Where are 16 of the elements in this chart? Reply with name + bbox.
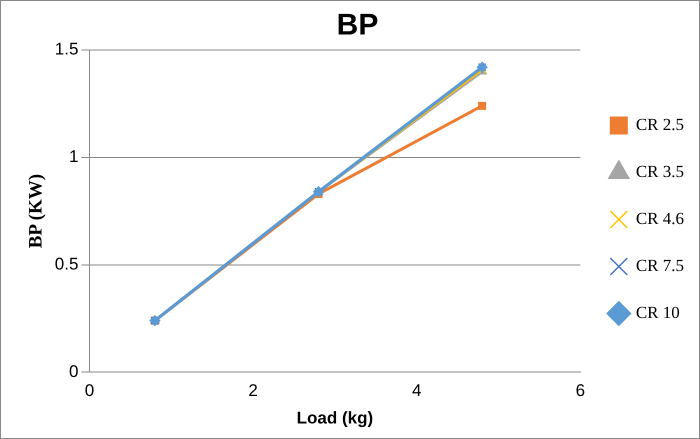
- x-tick-label: 2: [248, 381, 258, 400]
- y-tick-label: 1: [68, 147, 78, 166]
- y-tick-label: 1.5: [54, 40, 78, 59]
- x-tick-label: 4: [412, 381, 422, 400]
- y-axis-title: BP (KW): [25, 174, 46, 248]
- x-tick-label: 6: [576, 381, 586, 400]
- x-tick-label: 0: [84, 381, 94, 400]
- chart-title: BP: [336, 8, 378, 42]
- legend-label: CR 7.5: [636, 256, 684, 275]
- legend-label: CR 2.5: [636, 114, 684, 134]
- legend-label: CR 3.5: [636, 162, 684, 181]
- x-axis-title: Load (kg): [296, 408, 374, 428]
- y-tick-label: 0.5: [54, 254, 78, 274]
- legend-label: CR 4.6: [636, 208, 684, 228]
- y-tick-label: 0: [68, 362, 78, 381]
- legend-label: CR 10: [636, 302, 680, 322]
